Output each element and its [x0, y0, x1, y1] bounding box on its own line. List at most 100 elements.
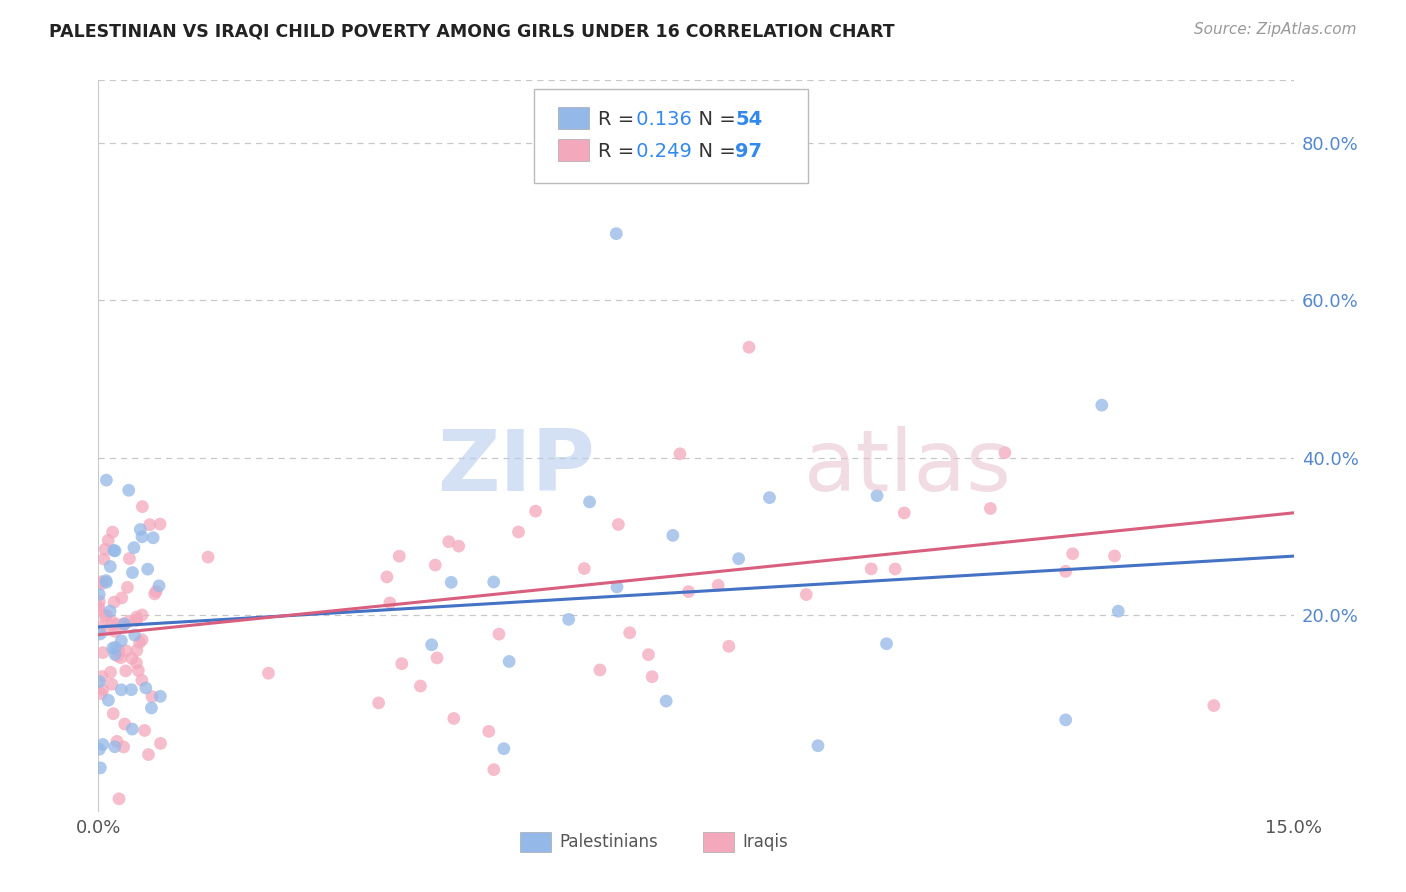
Point	[409, 679, 432, 693]
Point	[131, 500, 153, 514]
Point	[105, 617, 128, 632]
Point	[101, 615, 124, 629]
Point	[104, 640, 127, 655]
Point	[112, 617, 135, 632]
Point	[727, 551, 749, 566]
Point	[149, 517, 172, 532]
Point	[87, 602, 110, 616]
Point	[112, 617, 135, 632]
Point	[91, 682, 114, 697]
Point	[425, 558, 447, 572]
Point	[118, 615, 141, 629]
Point	[197, 549, 219, 564]
Point	[1054, 713, 1077, 727]
Point	[1054, 565, 1077, 579]
Point	[112, 616, 135, 631]
Point	[94, 610, 117, 624]
Point	[98, 559, 121, 574]
Text: Source: ZipAtlas.com: Source: ZipAtlas.com	[1194, 22, 1357, 37]
Point	[482, 574, 505, 589]
Point	[107, 643, 129, 657]
Point	[866, 489, 889, 503]
Point	[96, 473, 118, 487]
Point	[578, 495, 600, 509]
Point	[148, 579, 170, 593]
Point	[437, 534, 460, 549]
Text: ZIP: ZIP	[437, 426, 595, 509]
Point	[89, 627, 111, 641]
Text: 0.249: 0.249	[630, 142, 692, 161]
Point	[91, 646, 114, 660]
Point	[378, 596, 401, 610]
Point	[141, 690, 163, 704]
Point	[388, 549, 411, 564]
Point	[1107, 604, 1129, 618]
Point	[103, 706, 125, 721]
Point	[89, 761, 111, 775]
Point	[110, 650, 132, 665]
Point	[134, 723, 156, 738]
Text: R =: R =	[598, 110, 640, 129]
Point	[1062, 547, 1084, 561]
Point	[89, 674, 111, 689]
Point	[426, 651, 449, 665]
Point	[893, 506, 915, 520]
Text: PALESTINIAN VS IRAQI CHILD POVERTY AMONG GIRLS UNDER 16 CORRELATION CHART: PALESTINIAN VS IRAQI CHILD POVERTY AMONG…	[49, 22, 894, 40]
Point	[104, 648, 127, 662]
Point	[145, 584, 167, 599]
Point	[758, 491, 780, 505]
Point	[105, 734, 128, 748]
Point	[121, 722, 143, 736]
Text: 54: 54	[735, 110, 762, 129]
Point	[447, 539, 470, 553]
Point	[121, 651, 143, 665]
Point	[420, 638, 443, 652]
Point	[90, 574, 112, 589]
Point	[103, 595, 125, 609]
Point	[125, 643, 148, 657]
Point	[669, 447, 692, 461]
Point	[89, 587, 111, 601]
Point	[90, 577, 112, 591]
Point	[138, 747, 160, 762]
Point	[1091, 398, 1114, 412]
Point	[103, 543, 125, 558]
Point	[994, 445, 1017, 459]
Point	[120, 682, 142, 697]
Point	[96, 575, 118, 590]
Point	[104, 544, 127, 558]
Point	[114, 664, 136, 678]
Point	[96, 608, 118, 623]
Point	[89, 620, 111, 634]
Point	[707, 578, 730, 592]
Point	[101, 677, 124, 691]
Point	[104, 739, 127, 754]
Point	[557, 612, 579, 626]
Point	[110, 682, 132, 697]
Point	[131, 673, 153, 688]
Point	[124, 628, 146, 642]
Point	[143, 587, 166, 601]
Point	[141, 701, 163, 715]
Point	[127, 664, 149, 678]
Point	[115, 644, 138, 658]
Point	[860, 562, 883, 576]
Text: N =: N =	[686, 110, 742, 129]
Point	[97, 693, 120, 707]
Point	[90, 687, 112, 701]
Point	[138, 517, 160, 532]
Point	[98, 604, 121, 618]
Point	[1104, 549, 1126, 563]
Point	[876, 637, 898, 651]
Text: N =: N =	[686, 142, 742, 161]
Point	[122, 541, 145, 555]
Point	[135, 681, 157, 695]
Text: 97: 97	[735, 142, 762, 161]
Point	[717, 640, 740, 654]
Text: Palestinians: Palestinians	[560, 833, 658, 851]
Point	[606, 580, 628, 594]
Point	[142, 531, 165, 545]
Point	[637, 648, 659, 662]
Point	[118, 551, 141, 566]
Point	[979, 501, 1001, 516]
